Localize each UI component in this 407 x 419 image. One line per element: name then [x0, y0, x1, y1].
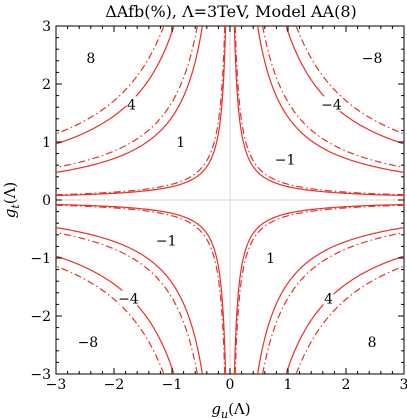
- y-tick-label: 3: [42, 19, 51, 35]
- contour-label-bg: [363, 49, 382, 65]
- contour-label: 4: [324, 292, 333, 308]
- contour-label: −4: [118, 292, 139, 308]
- x-axis-label: gu(Λ): [211, 400, 250, 419]
- contour-label-bg: [126, 96, 137, 112]
- contour-dashdot-q2: [234, 25, 405, 196]
- contour-dashdot-q1: [55, 25, 165, 135]
- contour-label: −8: [362, 51, 383, 67]
- y-tick-label: −1: [30, 251, 51, 267]
- x-axis-label-main: g: [211, 400, 221, 418]
- contour-label: 1: [266, 251, 275, 267]
- contour-label-bg: [265, 250, 276, 265]
- y-axis-label-main: g: [1, 209, 19, 219]
- y-axis-label-arg: (Λ): [1, 182, 19, 205]
- x-tick-label: −2: [104, 377, 125, 393]
- contour-label: −1: [275, 152, 296, 168]
- y-tick-label: 2: [42, 77, 51, 93]
- contour-label-bg: [323, 290, 334, 306]
- x-axis-label-arg: (Λ): [228, 400, 251, 418]
- contour-label: 8: [368, 335, 377, 351]
- contour-label-bg: [85, 49, 96, 65]
- contour-label: 8: [86, 51, 95, 67]
- x-tick-label: −1: [162, 377, 183, 393]
- contour-dashdot-q1: [55, 25, 226, 196]
- x-tick-label: −3: [46, 377, 67, 393]
- contour-label-bg: [78, 334, 97, 350]
- axis-ticks: −3 −2 −1 0 1 2 3 −3 −2 −1 0 1 2 3: [30, 19, 407, 393]
- x-tick-label: 3: [400, 377, 407, 393]
- contour-solid-q3: [55, 203, 227, 375]
- contour-label-bg: [175, 134, 186, 149]
- x-axis-label-sub: u: [221, 408, 228, 419]
- contour-dashdot-q4: [262, 232, 405, 375]
- contour-solid-q4: [233, 203, 405, 375]
- contour-solid-q1: [55, 25, 227, 197]
- y-tick-label: −2: [30, 309, 51, 325]
- contour-label: −1: [156, 234, 177, 250]
- contour-dashdot-q2: [262, 25, 405, 168]
- contour-solid-q1: [55, 25, 203, 173]
- contour-solid-q4: [257, 227, 405, 375]
- contour-solid-q2: [257, 25, 405, 173]
- contour-labels: 8 4 1 −8 −4 −1 −1 −4 −8 1 4 8: [78, 49, 383, 351]
- contour-dashdot-q4: [295, 265, 405, 375]
- zero-lines: [56, 26, 404, 374]
- contour-label-bg: [119, 290, 138, 306]
- contour-label-bg: [276, 151, 295, 167]
- contour-dashdot-q3: [55, 204, 226, 375]
- x-tick-label: 1: [284, 377, 293, 393]
- contour-label: 4: [127, 97, 136, 113]
- y-tick-label: 1: [42, 135, 51, 151]
- contour-label: −8: [78, 335, 99, 351]
- contour-dashdot-q1: [55, 25, 198, 168]
- contour-dashdot-q3: [55, 232, 198, 375]
- x-tick-label: 0: [226, 377, 235, 393]
- contour-curves: [55, 25, 405, 375]
- contour-dashdot-q3: [55, 265, 165, 375]
- contour-dashdot-q4: [234, 204, 405, 375]
- contour-label-bg: [322, 96, 341, 112]
- contour-solid-q3: [55, 227, 203, 375]
- contour-solid-q2: [233, 25, 405, 197]
- contour-dashdot-q2: [295, 25, 405, 135]
- x-tick-label: 2: [342, 377, 351, 393]
- y-axis-label-sub: t: [9, 204, 22, 209]
- contour-label: −4: [321, 97, 342, 113]
- contour-label: 1: [176, 135, 185, 151]
- contour-label-bg: [367, 334, 378, 350]
- y-tick-label: 0: [42, 193, 51, 209]
- chart-title: ΔAfb(%), Λ=3TeV, Model AA(8): [105, 2, 357, 21]
- y-tick-label: −3: [30, 367, 51, 383]
- contour-label-bg: [157, 232, 176, 248]
- y-axis-label: gt(Λ): [1, 182, 22, 219]
